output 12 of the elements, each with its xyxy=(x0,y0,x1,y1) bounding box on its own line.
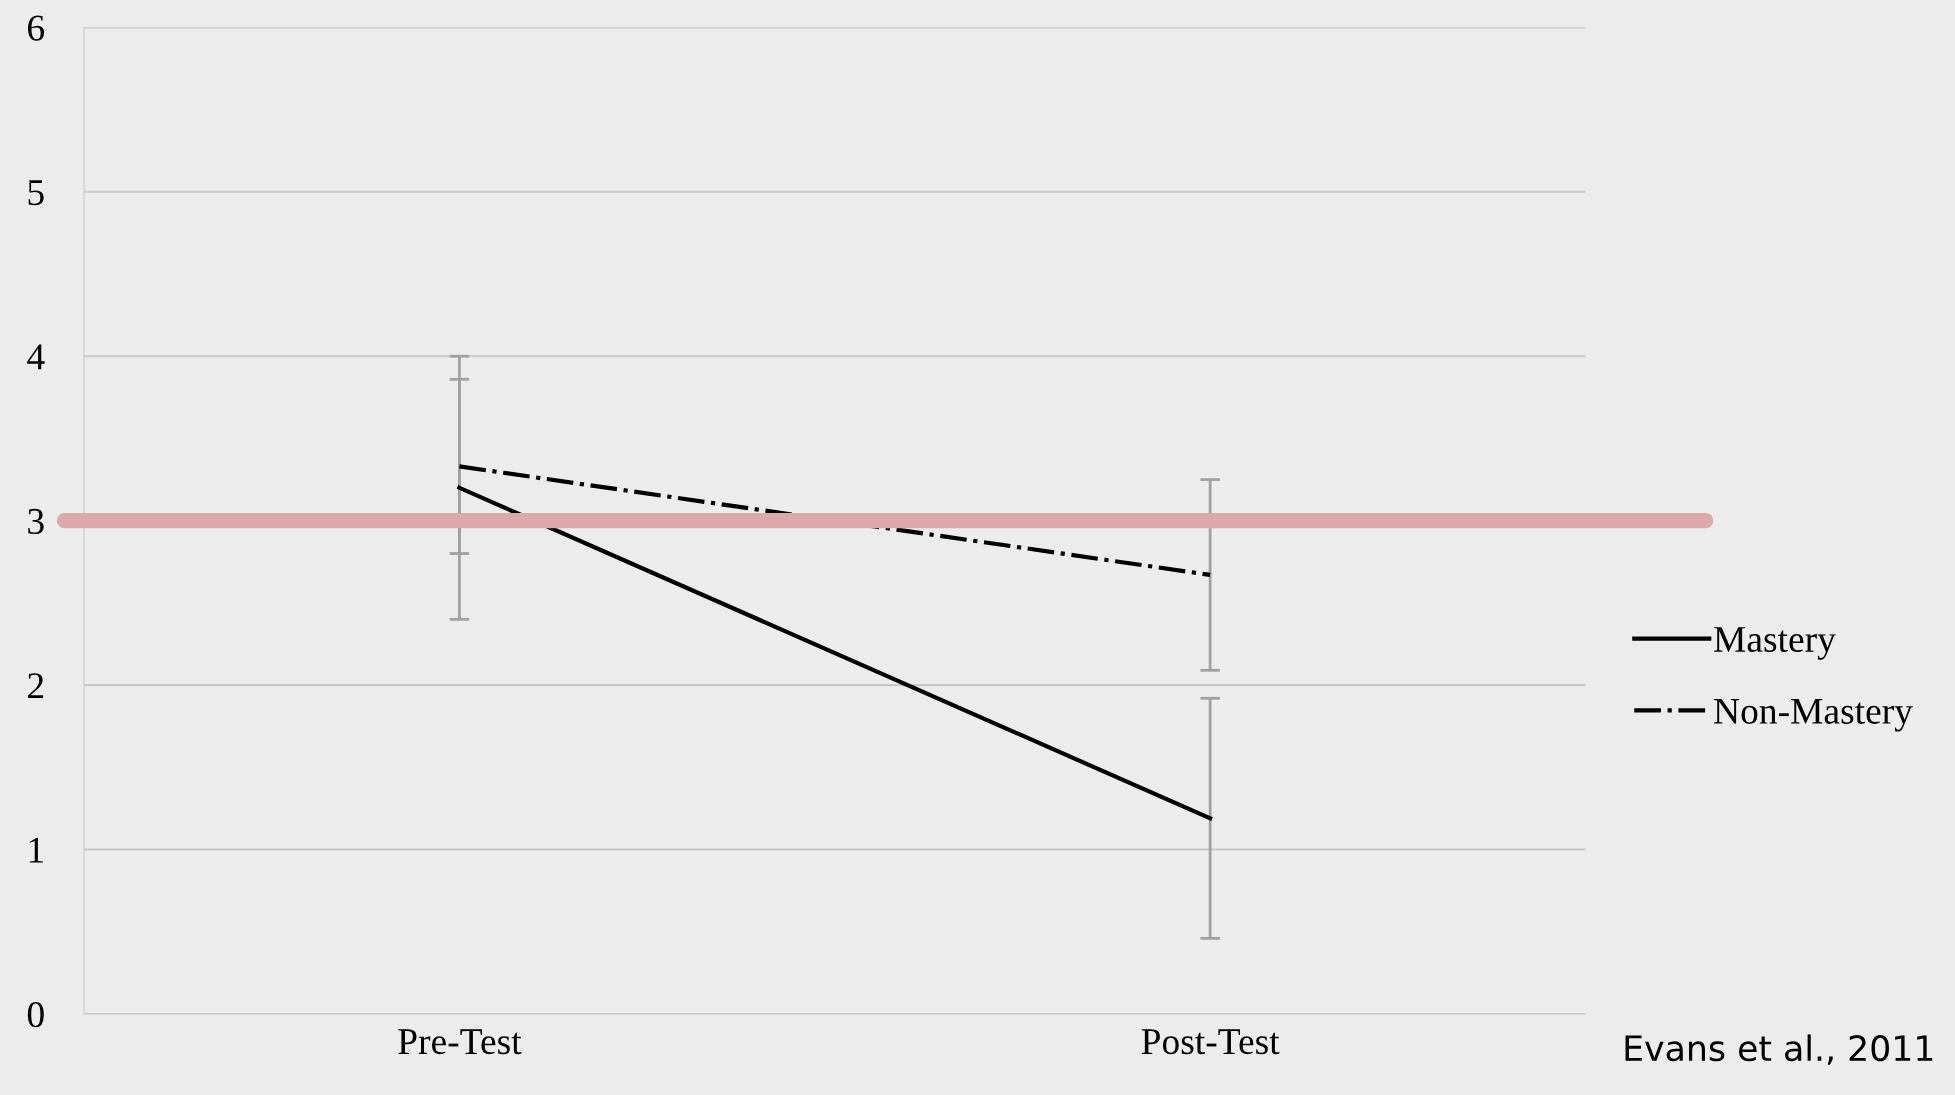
legend-label: Mastery xyxy=(1714,627,1836,660)
y-tick-label: 4 xyxy=(27,344,45,370)
y-tick-label: 6 xyxy=(28,15,45,41)
x-tick-label: Post-Test xyxy=(1141,1029,1280,1055)
x-tick-label: Pre-Test xyxy=(398,1029,522,1055)
y-tick-label: 0 xyxy=(27,1002,44,1028)
text: Evans et al., 2011 xyxy=(1625,1034,1933,1065)
y-tick-label: 2 xyxy=(28,673,44,699)
y-tick-label: 5 xyxy=(28,180,44,206)
y-tick-label: 1 xyxy=(29,837,43,863)
legend-label: Non-Mastery xyxy=(1714,698,1913,732)
y-tick-label: 3 xyxy=(28,508,44,535)
